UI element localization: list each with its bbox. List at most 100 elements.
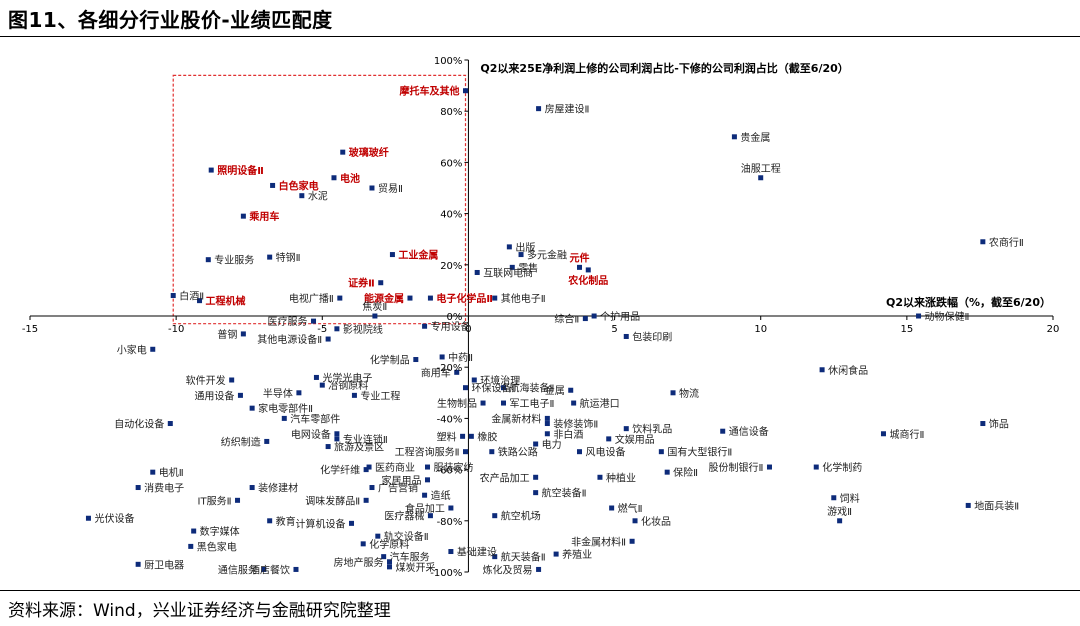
y-tick-label: 80%: [440, 107, 462, 118]
data-label: 酒店餐饮: [250, 563, 290, 576]
data-point: [267, 254, 273, 260]
data-point: [837, 518, 843, 524]
data-label: 医疗器械: [384, 510, 424, 523]
data-label: 能源金属: [364, 292, 404, 305]
data-label: 家居用品: [382, 474, 422, 487]
data-point: [813, 464, 819, 470]
data-point: [474, 269, 480, 275]
data-point: [965, 502, 971, 508]
data-point: [229, 377, 235, 383]
data-point: [366, 464, 372, 470]
data-label: 生物制品: [437, 397, 477, 410]
data-label: 食品加工: [405, 502, 445, 515]
data-point: [533, 474, 539, 480]
x-tick-label: 10: [754, 324, 767, 335]
data-point: [369, 185, 375, 191]
data-point: [819, 367, 825, 373]
data-label: 专用设备: [431, 320, 471, 333]
y-tick-label: 60%: [440, 158, 462, 169]
scatter-chart: -15 -10 -5 0 5 10 15 20 -100% -80% -60% -40% -20% 0% 2…: [22, 56, 1060, 579]
data-point: [568, 387, 574, 393]
data-point: [387, 564, 393, 570]
data-point: [536, 566, 542, 572]
data-point: [331, 175, 337, 181]
data-point: [325, 336, 331, 342]
data-label: 广告营销: [378, 482, 418, 495]
data-point: [363, 467, 369, 473]
data-label: 其他电子Ⅱ: [501, 292, 546, 305]
data-label: 消费电子: [144, 482, 184, 495]
data-label: 专业连锁Ⅱ: [343, 433, 388, 446]
data-label: 国有大型银行Ⅱ: [667, 446, 732, 459]
data-point: [381, 554, 387, 560]
data-point: [378, 280, 384, 286]
data-point: [372, 313, 378, 319]
data-label: 专业工程: [360, 389, 400, 402]
data-point: [553, 551, 559, 557]
data-point: [632, 518, 638, 524]
data-label: 装修装饰Ⅱ: [553, 418, 598, 431]
source-note: 资料来源：Wind，兴业证券经济与金融研究院整理: [8, 601, 391, 621]
data-point: [533, 490, 539, 496]
data-label: 通用设备: [194, 389, 234, 402]
y-tick-label: -80%: [437, 517, 463, 528]
data-label: 基础建设: [457, 546, 497, 559]
data-point: [293, 566, 299, 572]
data-point: [249, 485, 255, 491]
data-label: 自动化设备: [114, 418, 164, 431]
data-point: [468, 433, 474, 439]
data-label: 房地产服务: [334, 556, 384, 569]
data-point: [205, 257, 211, 263]
data-point: [454, 369, 460, 375]
data-label: 光学光电子: [322, 371, 372, 384]
highlight-box: [172, 74, 467, 325]
data-label: 休闲食品: [828, 364, 868, 377]
data-point: [150, 469, 156, 475]
data-label: 饰品: [989, 418, 1009, 431]
data-label: IT服务Ⅱ: [198, 494, 232, 507]
data-label: 纺织制造: [221, 435, 261, 448]
data-label: 家电零部件Ⅱ: [258, 402, 313, 415]
data-label: 农商行Ⅱ: [989, 236, 1024, 249]
data-point: [208, 167, 214, 173]
data-point: [299, 193, 305, 199]
data-point: [85, 515, 91, 521]
data-label: 贵金属: [740, 131, 770, 144]
data-label: 电视广播Ⅱ: [289, 292, 334, 305]
data-point: [319, 382, 325, 388]
data-label: 航空机场: [501, 510, 541, 523]
data-point: [413, 357, 419, 363]
data-point: [363, 497, 369, 503]
data-label: 黑色家电: [197, 540, 237, 553]
data-label: 调味发酵品Ⅱ: [305, 494, 360, 507]
data-point: [389, 252, 395, 258]
data-point: [427, 295, 433, 301]
data-point: [597, 474, 603, 480]
data-label: 出版: [515, 241, 535, 254]
data-label: 通信服务: [218, 563, 258, 576]
data-label: 燃气Ⅱ: [618, 502, 643, 515]
data-point: [267, 518, 273, 524]
data-point: [670, 390, 676, 396]
data-label: 多元金融: [527, 249, 567, 262]
y-tick-label: 100%: [434, 56, 463, 67]
data-label: 金属新材料: [491, 412, 541, 425]
data-label: 橡胶: [477, 430, 497, 443]
data-point: [585, 267, 591, 273]
data-label: 环境治理: [480, 374, 520, 387]
data-point: [422, 492, 428, 498]
data-label: 煤炭开采: [396, 561, 436, 574]
data-label: 物流: [679, 387, 699, 400]
data-point: [422, 323, 428, 329]
x-tick-label: 20: [1047, 324, 1060, 335]
data-point: [980, 239, 986, 245]
data-label: 军工电子Ⅱ: [510, 397, 555, 410]
data-label: 厨卫电器: [144, 558, 184, 571]
data-label: 保险Ⅱ: [673, 466, 698, 479]
data-point: [606, 436, 612, 442]
data-label: 旅游及景区: [334, 441, 384, 454]
data-point: [501, 400, 507, 406]
data-point: [427, 513, 433, 519]
data-point: [544, 421, 550, 427]
data-label: 饲料: [840, 492, 860, 505]
